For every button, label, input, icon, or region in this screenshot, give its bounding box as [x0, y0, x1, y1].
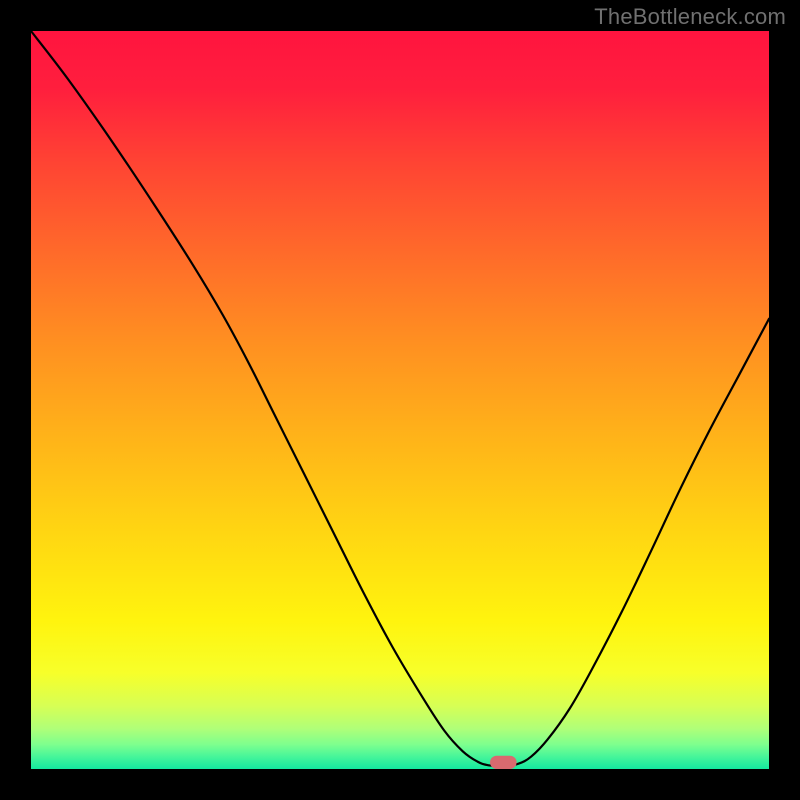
optimal-marker [490, 756, 517, 769]
watermark-text: TheBottleneck.com [594, 4, 786, 30]
frame-left [0, 0, 31, 800]
frame-bottom [0, 769, 800, 800]
chart-container: TheBottleneck.com [0, 0, 800, 800]
frame-right [769, 0, 800, 800]
bottleneck-chart [0, 0, 800, 800]
